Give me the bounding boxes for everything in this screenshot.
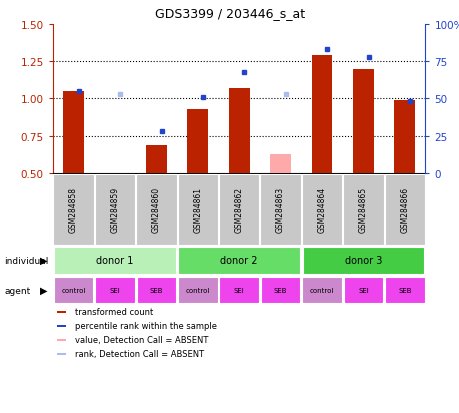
Bar (178, 277, 217, 304)
Text: GSM284860: GSM284860 (151, 187, 161, 233)
Text: donor 2: donor 2 (220, 256, 257, 266)
Bar (228, 89, 249, 173)
Bar (384, 277, 424, 304)
Bar (311, 56, 331, 173)
Text: rank, Detection Call = ABSENT: rank, Detection Call = ABSENT (75, 349, 204, 358)
Text: donor 1: donor 1 (96, 256, 134, 266)
Text: SEI: SEI (233, 287, 244, 293)
Text: GSM284863: GSM284863 (275, 187, 285, 233)
Text: GDS3399 / 203446_s_at: GDS3399 / 203446_s_at (155, 7, 304, 20)
Text: transformed count: transformed count (75, 308, 153, 317)
Bar (219, 277, 258, 304)
Text: control: control (185, 287, 209, 293)
Bar (146, 145, 166, 173)
Bar (56, 325, 66, 327)
Bar (260, 277, 300, 304)
Text: GSM284859: GSM284859 (110, 187, 119, 233)
Bar (302, 247, 423, 274)
Text: GSM284861: GSM284861 (193, 187, 202, 233)
Bar (269, 154, 290, 173)
Text: GSM284862: GSM284862 (234, 187, 243, 233)
Bar (178, 247, 299, 274)
Text: ▶: ▶ (40, 256, 47, 266)
Text: GSM284866: GSM284866 (399, 187, 409, 233)
Bar (384, 174, 424, 245)
Bar (302, 277, 341, 304)
Bar (54, 277, 93, 304)
Bar (218, 174, 259, 245)
Text: agent: agent (5, 286, 31, 295)
Bar (260, 174, 300, 245)
Text: SEB: SEB (273, 287, 287, 293)
Bar (187, 109, 207, 173)
Bar (301, 174, 341, 245)
Bar (352, 69, 373, 173)
Bar (177, 174, 218, 245)
Bar (342, 174, 383, 245)
Text: control: control (309, 287, 333, 293)
Text: percentile rank within the sample: percentile rank within the sample (75, 322, 217, 330)
Text: GSM284858: GSM284858 (69, 187, 78, 233)
Bar (54, 247, 175, 274)
Text: individual: individual (5, 256, 49, 265)
Text: SEI: SEI (357, 287, 368, 293)
Bar (56, 353, 66, 355)
Bar (56, 311, 66, 313)
Text: SEB: SEB (397, 287, 411, 293)
Text: ▶: ▶ (40, 285, 47, 295)
Bar (136, 277, 176, 304)
Bar (95, 277, 134, 304)
Text: SEB: SEB (149, 287, 163, 293)
Text: control: control (62, 287, 85, 293)
Bar (63, 92, 84, 173)
Bar (343, 277, 382, 304)
Text: SEI: SEI (109, 287, 120, 293)
Text: GSM284865: GSM284865 (358, 187, 367, 233)
Bar (56, 339, 66, 341)
Text: donor 3: donor 3 (344, 256, 381, 266)
Bar (53, 174, 94, 245)
Bar (393, 101, 414, 173)
Text: value, Detection Call = ABSENT: value, Detection Call = ABSENT (75, 335, 208, 344)
Text: GSM284864: GSM284864 (317, 187, 326, 233)
Bar (136, 174, 176, 245)
Bar (95, 174, 135, 245)
